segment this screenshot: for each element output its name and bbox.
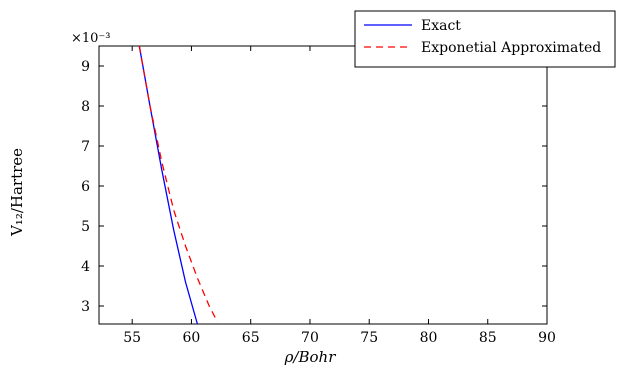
y-axis-label: V₁₂/Hartree bbox=[8, 148, 26, 237]
x-tick-label: 90 bbox=[538, 330, 556, 346]
x-tick-label: 70 bbox=[301, 330, 319, 346]
y-tick-label: 8 bbox=[81, 99, 90, 115]
y-tick-label: 4 bbox=[81, 259, 90, 275]
x-axis-label: ρ/Bohr bbox=[284, 348, 337, 366]
legend-label-exponential: Exponetial Approximated bbox=[421, 40, 601, 56]
x-tick-label: 75 bbox=[360, 330, 378, 346]
legend-label-exact: Exact bbox=[421, 18, 461, 34]
series-line-exact bbox=[138, 45, 199, 325]
y-exponent-label: ×10⁻³ bbox=[71, 31, 111, 46]
x-tick-label: 80 bbox=[420, 330, 438, 346]
y-tick-label: 5 bbox=[81, 219, 90, 235]
x-tick-label: 65 bbox=[242, 330, 260, 346]
y-tick-label: 6 bbox=[81, 179, 90, 195]
legend-box bbox=[354, 10, 616, 68]
legend: Exact Exponetial Approximated bbox=[354, 10, 616, 68]
x-tick-label: 60 bbox=[183, 330, 201, 346]
x-tick-label: 85 bbox=[479, 330, 497, 346]
y-tick-label: 7 bbox=[81, 139, 90, 155]
x-tick-label: 55 bbox=[123, 330, 141, 346]
x-axis-ticks: 55 60 65 70 75 80 85 90 bbox=[123, 46, 556, 346]
series-line-exponential bbox=[138, 45, 219, 323]
series-layer bbox=[138, 45, 219, 325]
y-tick-label: 9 bbox=[81, 59, 90, 75]
y-axis-ticks: 3 4 5 6 7 8 9 bbox=[81, 59, 547, 315]
y-tick-label: 3 bbox=[81, 299, 90, 315]
plot-frame bbox=[98, 45, 548, 325]
